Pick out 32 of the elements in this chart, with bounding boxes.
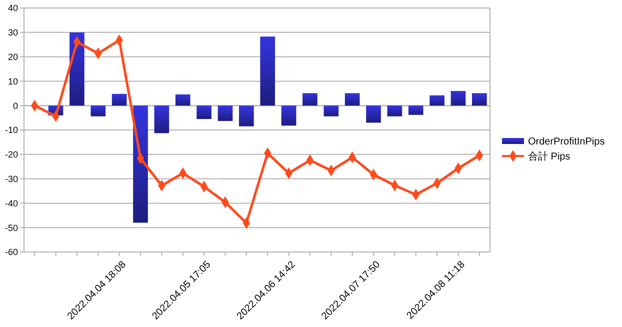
bar: [281, 106, 296, 126]
y-tick-label: -10: [4, 125, 18, 136]
bar: [450, 90, 466, 106]
bar: [387, 106, 402, 116]
bar: [344, 93, 360, 106]
y-tick-label: -40: [4, 198, 18, 208]
bar: [366, 106, 381, 123]
y-tick-label: 30: [8, 28, 18, 38]
bar: [175, 94, 190, 106]
bar: [260, 36, 276, 106]
bar: [302, 93, 318, 106]
y-tick-label: 40: [8, 3, 18, 14]
bar: [90, 106, 106, 116]
bar: [430, 95, 444, 106]
bar: [472, 93, 487, 106]
bar: [112, 94, 127, 106]
bar: [324, 106, 339, 116]
bar: [196, 106, 212, 120]
y-tick-label: -60: [4, 247, 18, 258]
y-tick-label: -50: [4, 222, 18, 233]
legend-label: 合計 Pips: [528, 150, 570, 162]
y-tick-label: -30: [4, 174, 18, 184]
bar: [154, 106, 170, 134]
y-tick-label: 10: [8, 76, 18, 86]
bar: [408, 106, 424, 115]
bar: [238, 106, 254, 126]
legend-label: OrderProfitInPips: [528, 136, 605, 148]
bar: [218, 106, 233, 121]
y-tick-label: -20: [4, 150, 18, 160]
bar: [133, 106, 148, 223]
y-tick-label: 0: [12, 100, 18, 111]
y-tick-label: 20: [8, 52, 18, 62]
